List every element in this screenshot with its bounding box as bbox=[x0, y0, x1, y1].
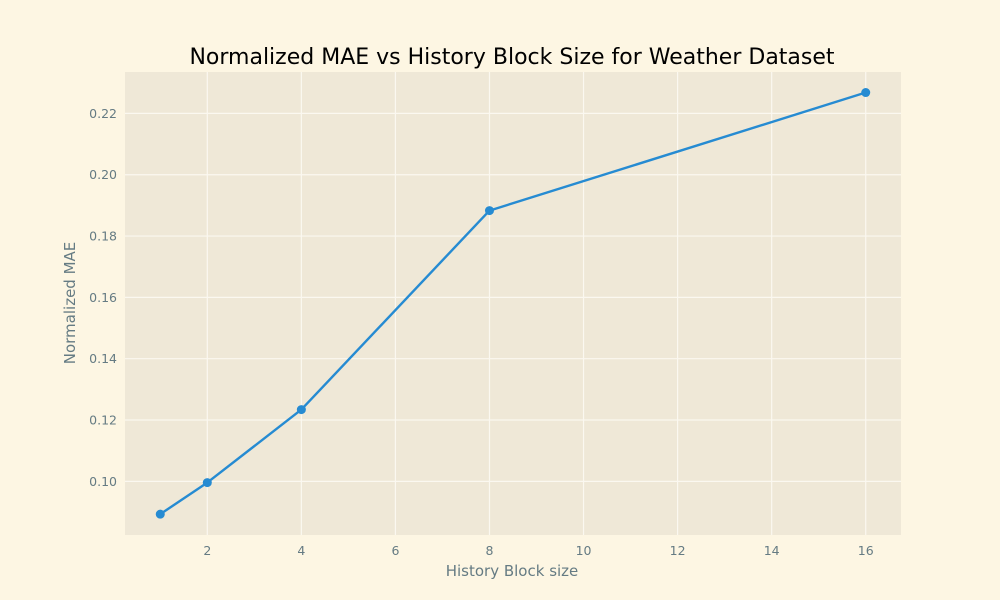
chart-title: Normalized MAE vs History Block Size for… bbox=[189, 45, 834, 70]
y-tick-label: 0.16 bbox=[89, 290, 117, 305]
y-tick-label: 0.10 bbox=[89, 474, 117, 489]
x-tick-label: 4 bbox=[297, 543, 305, 558]
x-tick-label: 2 bbox=[203, 543, 211, 558]
y-axis-label: Normalized MAE bbox=[61, 242, 79, 365]
y-tick-label: 0.20 bbox=[89, 167, 117, 182]
tick-labels: 2 4 6 8 10 12 14 16 0.10 0.12 0.14 0.16 0.18 0.20 0.22 bbox=[89, 106, 874, 558]
data-point bbox=[484, 206, 494, 216]
y-tick-label: 0.22 bbox=[89, 106, 117, 121]
x-tick-label: 10 bbox=[576, 543, 592, 558]
x-tick-label: 14 bbox=[764, 543, 780, 558]
x-tick-label: 8 bbox=[486, 543, 494, 558]
grid bbox=[125, 72, 901, 535]
data-point bbox=[296, 405, 306, 415]
y-tick-label: 0.12 bbox=[89, 413, 117, 428]
data-point bbox=[202, 478, 212, 488]
x-tick-label: 12 bbox=[670, 543, 686, 558]
y-tick-label: 0.14 bbox=[89, 351, 117, 366]
plot-area bbox=[125, 72, 901, 535]
x-tick-label: 16 bbox=[858, 543, 874, 558]
y-tick-label: 0.18 bbox=[89, 229, 117, 244]
x-tick-label: 6 bbox=[391, 543, 399, 558]
data-point bbox=[861, 88, 871, 98]
x-axis-label: History Block size bbox=[446, 562, 579, 580]
data-point bbox=[155, 509, 165, 519]
series bbox=[155, 88, 871, 519]
